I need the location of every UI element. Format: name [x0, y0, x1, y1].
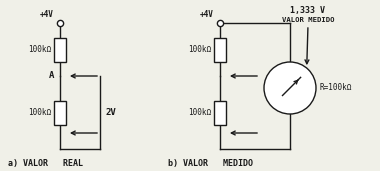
- Text: 100kΩ: 100kΩ: [188, 108, 211, 117]
- Circle shape: [264, 62, 316, 114]
- Text: 100kΩ: 100kΩ: [28, 108, 51, 117]
- Bar: [214, 37, 226, 62]
- Bar: [54, 101, 66, 124]
- Text: 1,333 V: 1,333 V: [290, 6, 326, 16]
- Text: +4V: +4V: [200, 10, 214, 19]
- Text: 100kΩ: 100kΩ: [28, 45, 51, 54]
- Text: VALOR MEDIDO: VALOR MEDIDO: [282, 17, 334, 23]
- Bar: [214, 101, 226, 124]
- Text: b) VALOR   MEDIDO: b) VALOR MEDIDO: [168, 159, 253, 168]
- Bar: [54, 37, 66, 62]
- Text: R=100kΩ: R=100kΩ: [319, 83, 352, 93]
- Text: +4V: +4V: [40, 10, 54, 19]
- Text: A: A: [49, 70, 55, 80]
- Text: 2V: 2V: [105, 108, 116, 117]
- Text: 100kΩ: 100kΩ: [188, 45, 211, 54]
- Text: a) VALOR   REAL: a) VALOR REAL: [8, 159, 83, 168]
